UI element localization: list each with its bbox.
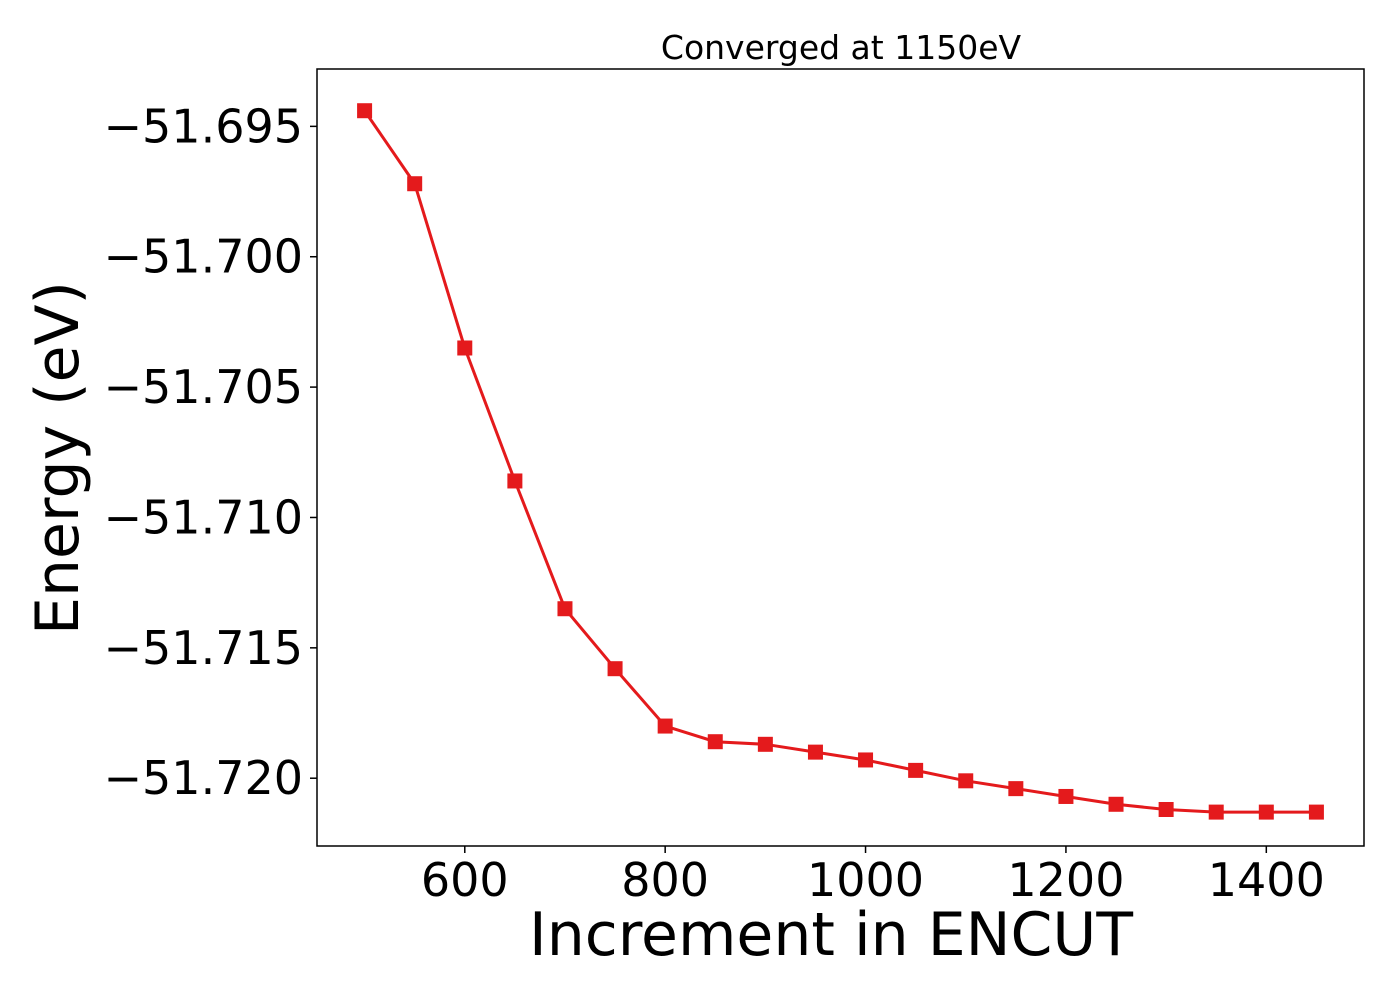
data-point-marker <box>357 103 373 119</box>
x-tick-label: 1200 <box>1007 853 1124 907</box>
x-axis-label: Increment in ENCUT <box>529 900 1133 970</box>
series-markers <box>357 103 1324 820</box>
x-tick-label: 600 <box>421 853 509 907</box>
y-tick-label: −51.720 <box>104 751 304 805</box>
data-point-marker <box>757 736 773 752</box>
data-point-marker <box>1258 804 1274 820</box>
series-line <box>363 109 1317 814</box>
data-point-marker <box>1008 781 1024 797</box>
y-axis-ticks: −51.695 −51.700 −51.705 −51.710 −51.715 −51.7… <box>104 99 317 805</box>
x-tick-label: 1400 <box>1208 853 1325 907</box>
data-point-marker <box>507 473 523 489</box>
data-point-marker <box>1108 796 1124 812</box>
data-point-marker <box>807 744 823 760</box>
data-point-marker <box>657 718 673 734</box>
data-point-marker <box>1058 788 1074 804</box>
data-point-marker <box>1158 801 1174 817</box>
x-axis-ticks: 600 800 1000 1200 1400 <box>421 846 1325 907</box>
plot-area-frame <box>316 68 1365 847</box>
y-tick-label: −51.715 <box>104 621 304 675</box>
data-point-marker <box>607 661 623 677</box>
x-tick-label: 1000 <box>807 853 924 907</box>
y-tick-label: −51.710 <box>104 490 304 544</box>
data-point-marker <box>1208 804 1224 820</box>
data-point-marker <box>407 176 423 192</box>
data-point-marker <box>958 773 974 789</box>
y-axis-label: Energy (eV) <box>23 281 93 635</box>
data-point-marker <box>457 340 473 356</box>
x-tick-label: 800 <box>621 853 709 907</box>
data-point-marker <box>858 752 874 768</box>
y-tick-label: −51.705 <box>104 360 304 414</box>
data-point-marker <box>908 762 924 778</box>
data-point-marker <box>1308 804 1324 820</box>
y-tick-label: −51.700 <box>104 230 304 284</box>
chart-title: Converged at 1150eV <box>661 28 1022 67</box>
y-tick-label: −51.695 <box>104 99 304 153</box>
data-point-marker <box>557 601 573 617</box>
data-point-marker <box>707 734 723 750</box>
